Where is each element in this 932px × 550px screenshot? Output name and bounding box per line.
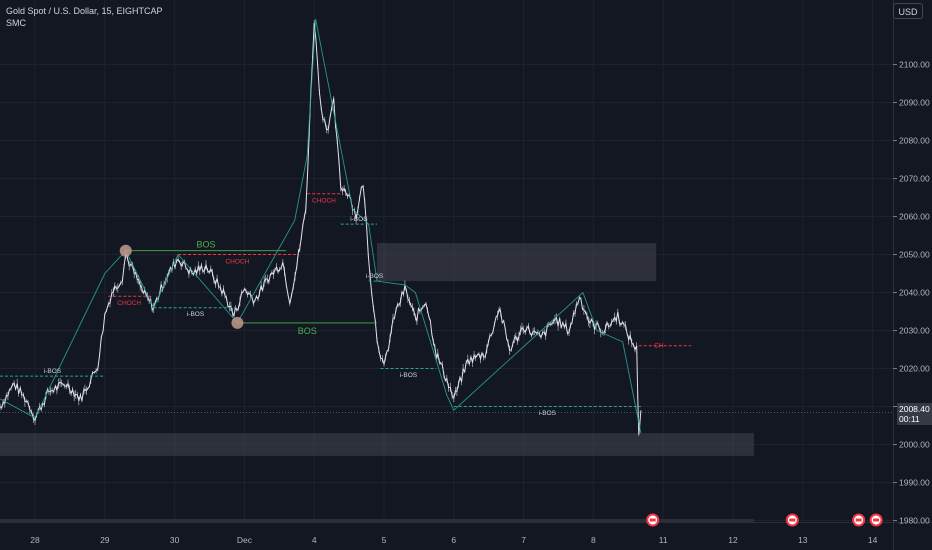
- indicator-name[interactable]: SMC: [6, 18, 26, 28]
- supply-demand-zones: [0, 243, 754, 456]
- price-zone: [377, 243, 657, 282]
- event-marker-bar: [855, 518, 862, 522]
- last-price-label: 2008.40 00:11: [897, 403, 932, 425]
- price-tick-label: 2000.00: [899, 440, 930, 450]
- time-tick-label: 8: [591, 535, 596, 545]
- time-tick-label: 6: [451, 535, 456, 545]
- structure-label: CHOCH: [312, 198, 336, 205]
- event-markers[interactable]: [646, 513, 883, 527]
- structure-label: i-BOS: [187, 311, 205, 318]
- event-marker-bar: [649, 518, 656, 522]
- chart-header: Gold Spot / U.S. Dollar, 15, EIGHTCAP SM…: [6, 5, 163, 29]
- price-tick-label: 2070.00: [899, 174, 930, 184]
- last-price-value: 2008.40: [899, 404, 930, 414]
- structure-label: BOS: [197, 240, 216, 250]
- price-tick-label: 2050.00: [899, 250, 930, 260]
- time-scroll-strip: [0, 519, 754, 523]
- price-series: [0, 20, 642, 436]
- time-tick-label: 7: [521, 535, 526, 545]
- time-axis[interactable]: 28 29 30 Dec 4 5 6 7 8 11 12 13 14: [0, 519, 878, 545]
- price-line: [0, 22, 642, 435]
- structure-label: BOS: [298, 326, 317, 336]
- time-tick-label: 5: [382, 535, 387, 545]
- structure-label: i-BOS: [400, 372, 418, 379]
- time-tick-label: 29: [100, 535, 110, 545]
- price-tick-label: 2060.00: [899, 212, 930, 222]
- swing-point-marker: [119, 244, 132, 257]
- structure-label: i-BOS: [539, 410, 557, 417]
- price-axis[interactable]: 1980.001990.002000.002010.002020.002030.…: [893, 60, 930, 526]
- time-tick-label: 14: [868, 535, 878, 545]
- price-tick-label: 2080.00: [899, 136, 930, 146]
- price-tick-label: 2040.00: [899, 288, 930, 298]
- symbol-title[interactable]: Gold Spot / U.S. Dollar, 15, EIGHTCAP: [6, 6, 163, 16]
- price-tick-label: 2100.00: [899, 60, 930, 70]
- time-tick-label: 12: [728, 535, 738, 545]
- time-tick-label: Dec: [237, 535, 253, 545]
- swing-markers: [119, 244, 244, 329]
- time-tick-label: 28: [30, 535, 40, 545]
- structure-label: CHOCH: [225, 259, 249, 266]
- zigzag-structure: [0, 18, 642, 434]
- zigzag-line: [0, 18, 642, 434]
- structure-label: CH: [654, 343, 664, 350]
- structure-label: i-BOS: [366, 273, 384, 280]
- currency-button[interactable]: USD: [893, 3, 923, 19]
- price-zone: [0, 433, 754, 456]
- price-tick-label: 2020.00: [899, 364, 930, 374]
- structure-lines: i-BOS CHOCH BOS i-BOS CHOCH BOS CHOCH i-BOS i-BO…: [0, 193, 692, 417]
- event-marker-bar: [873, 518, 880, 522]
- price-tick-label: 1990.00: [899, 478, 930, 488]
- price-tick-label: 2090.00: [899, 98, 930, 108]
- price-tick-label: 1980.00: [899, 516, 930, 526]
- candle-wicks: [0, 20, 641, 436]
- structure-label: CHOCH: [117, 300, 141, 307]
- time-tick-label: 13: [798, 535, 808, 545]
- structure-label: i-BOS: [44, 368, 62, 375]
- price-tick-label: 2030.00: [899, 326, 930, 336]
- time-tick-label: 11: [659, 535, 668, 545]
- time-tick-label: 30: [170, 535, 180, 545]
- structure-label: i-BOS: [350, 216, 368, 223]
- swing-point-marker: [231, 316, 244, 329]
- bar-countdown: 00:11: [899, 414, 920, 424]
- event-marker-bar: [789, 518, 796, 522]
- time-tick-label: 4: [312, 535, 317, 545]
